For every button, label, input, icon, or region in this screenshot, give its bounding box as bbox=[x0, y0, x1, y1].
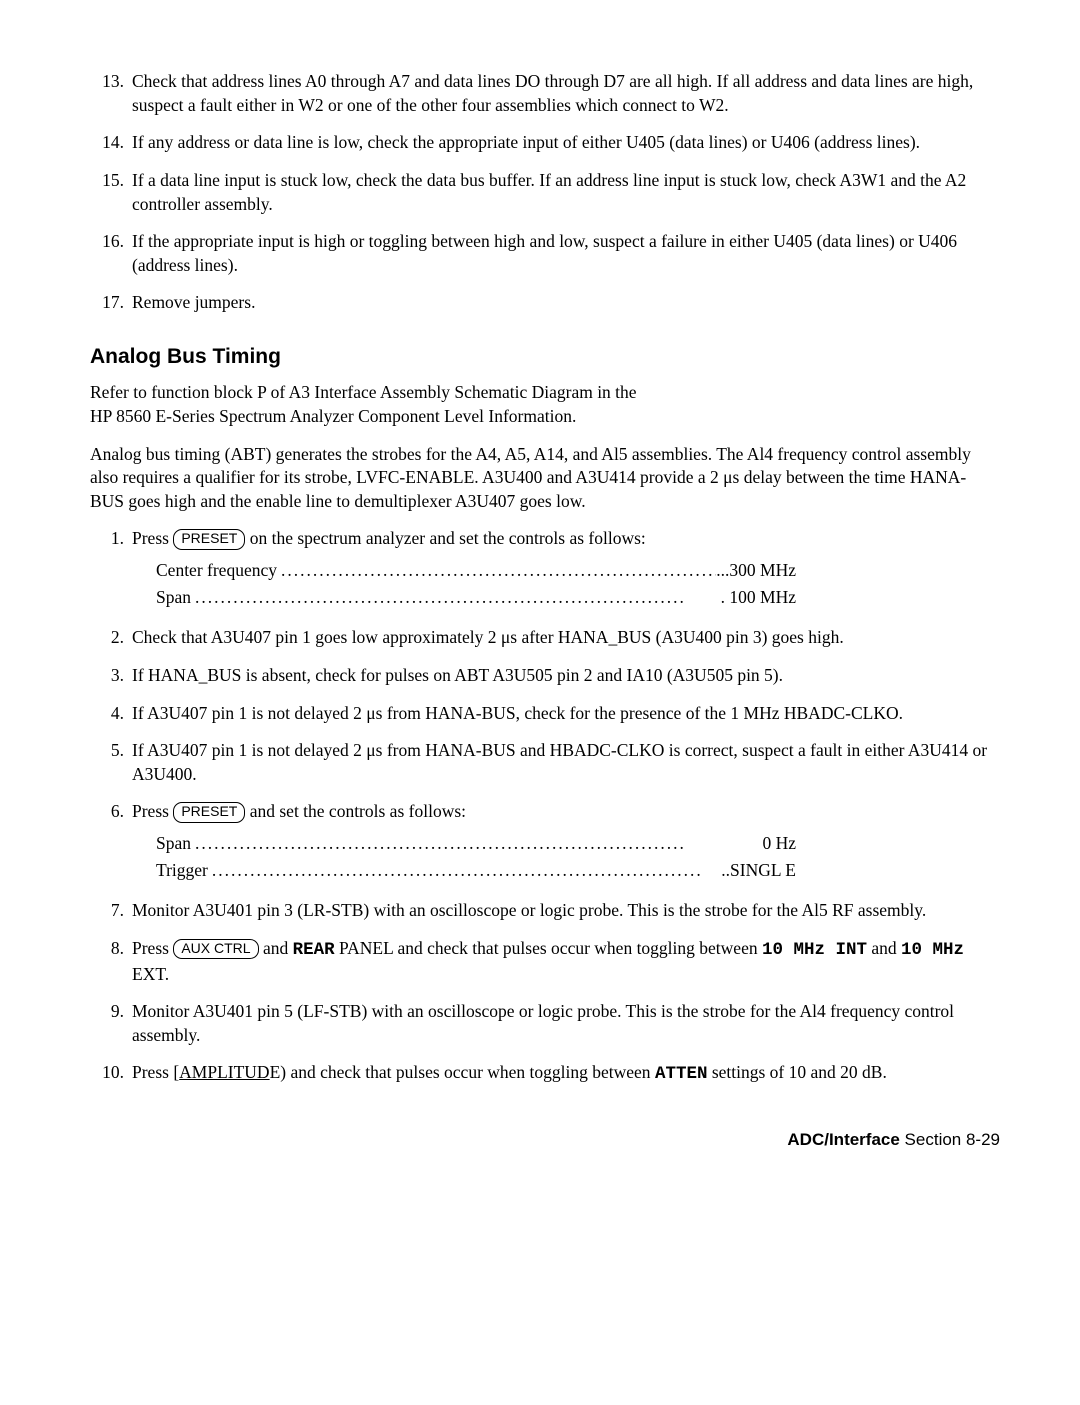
item-body: Press AUX CTRL and REAR PANEL and check … bbox=[132, 937, 1000, 986]
list-item: 3. If HANA_BUS is absent, check for puls… bbox=[90, 664, 1000, 688]
settings-block: Span ...................................… bbox=[132, 832, 1000, 882]
text: Press bbox=[132, 938, 173, 958]
item-text: If the appropriate input is high or togg… bbox=[132, 230, 1000, 277]
item-text: Check that address lines A0 through A7 a… bbox=[132, 70, 1000, 117]
list-item: 16. If the appropriate input is high or … bbox=[90, 230, 1000, 277]
item-number: 10. bbox=[90, 1061, 132, 1087]
item-text: If HANA_BUS is absent, check for pulses … bbox=[132, 664, 1000, 688]
list-item: 9. Monitor A3U401 pin 5 (LF-STB) with an… bbox=[90, 1000, 1000, 1047]
text: PANEL and check that pulses occur when t… bbox=[335, 938, 762, 958]
item-text: Monitor A3U401 pin 3 (LR-STB) with an os… bbox=[132, 899, 1000, 923]
settings-block: Center frequency .......................… bbox=[132, 559, 1000, 609]
item-number: 4. bbox=[90, 702, 132, 726]
list-item: 7. Monitor A3U401 pin 3 (LR-STB) with an… bbox=[90, 899, 1000, 923]
rear-softkey: REAR bbox=[293, 940, 335, 960]
page-footer: ADC/Interface Section 8-29 bbox=[90, 1129, 1000, 1152]
setting-value: . 100 MHz bbox=[721, 586, 796, 610]
paragraph: Analog bus timing (ABT) generates the st… bbox=[90, 443, 1000, 514]
ten-mhz-softkey: 10 MHz bbox=[901, 940, 964, 960]
text-italic: HP 8560 E-Series Spectrum bbox=[90, 406, 290, 426]
item-number: 5. bbox=[90, 739, 132, 786]
setting-row: Center frequency .......................… bbox=[156, 559, 796, 583]
item-number: 1. bbox=[90, 527, 132, 612]
text: and bbox=[259, 938, 293, 958]
list-item: 1. Press PRESET on the spectrum analyzer… bbox=[90, 527, 1000, 612]
text: Press bbox=[132, 528, 173, 548]
list-item: 15. If a data line input is stuck low, c… bbox=[90, 169, 1000, 216]
setting-label: Center frequency bbox=[156, 559, 277, 583]
list-item: 6. Press PRESET and set the controls as … bbox=[90, 800, 1000, 885]
list-item: 10. Press [AMPLITUDE) and check that pul… bbox=[90, 1061, 1000, 1087]
item-body: Press PRESET and set the controls as fol… bbox=[132, 800, 1000, 885]
item-number: 7. bbox=[90, 899, 132, 923]
item-number: 13. bbox=[90, 70, 132, 117]
text: Analyzer Component bbox=[290, 406, 445, 426]
text: Press bbox=[132, 801, 173, 821]
item-number: 16. bbox=[90, 230, 132, 277]
text: EXT. bbox=[132, 964, 169, 984]
setting-value: ...300 MHz bbox=[716, 559, 796, 583]
section-heading: Analog Bus Timing bbox=[90, 343, 1000, 371]
item-number: 17. bbox=[90, 291, 132, 315]
list-item: 8. Press AUX CTRL and REAR PANEL and che… bbox=[90, 937, 1000, 986]
setting-value: 0 Hz bbox=[762, 832, 796, 856]
preset-key: PRESET bbox=[173, 802, 245, 823]
item-text: Check that A3U407 pin 1 goes low approxi… bbox=[132, 626, 1000, 650]
item-text: If any address or data line is low, chec… bbox=[132, 131, 1000, 155]
list-item: 2. Check that A3U407 pin 1 goes low appr… bbox=[90, 626, 1000, 650]
preset-key: PRESET bbox=[173, 529, 245, 550]
setting-label: Trigger bbox=[156, 859, 208, 883]
text-italic: Level Information. bbox=[444, 406, 576, 426]
text: and set the controls as follows: bbox=[245, 801, 466, 821]
item-text: Monitor A3U401 pin 5 (LF-STB) with an os… bbox=[132, 1000, 1000, 1047]
steps-list: 1. Press PRESET on the spectrum analyzer… bbox=[90, 527, 1000, 1087]
atten-softkey: ATTEN bbox=[655, 1064, 708, 1084]
setting-value: ..SINGL E bbox=[721, 859, 796, 883]
text: settings of 10 and 20 dB. bbox=[707, 1062, 886, 1082]
item-body: Press [AMPLITUDE) and check that pulses … bbox=[132, 1061, 1000, 1087]
amplitude-key: AMPLITUD bbox=[179, 1062, 269, 1082]
list-item: 17. Remove jumpers. bbox=[90, 291, 1000, 315]
text: E) and check that pulses occur when togg… bbox=[270, 1062, 655, 1082]
item-number: 8. bbox=[90, 937, 132, 986]
setting-row: Span ...................................… bbox=[156, 586, 796, 610]
top-numbered-list: 13. Check that address lines A0 through … bbox=[90, 70, 1000, 315]
item-number: 3. bbox=[90, 664, 132, 688]
list-item: 14. If any address or data line is low, … bbox=[90, 131, 1000, 155]
item-number: 2. bbox=[90, 626, 132, 650]
text: Press [ bbox=[132, 1062, 179, 1082]
leader-dots: ........................................… bbox=[191, 832, 762, 856]
leader-dots: ........................................… bbox=[277, 559, 716, 583]
list-item: 5. If A3U407 pin 1 is not delayed 2 μs f… bbox=[90, 739, 1000, 786]
item-number: 15. bbox=[90, 169, 132, 216]
leader-dots: ........................................… bbox=[208, 859, 721, 883]
item-text: If A3U407 pin 1 is not delayed 2 μs from… bbox=[132, 702, 1000, 726]
item-number: 6. bbox=[90, 800, 132, 885]
footer-section-bold: ADC/Interface bbox=[787, 1130, 904, 1149]
ten-mhz-int-softkey: 10 MHz INT bbox=[762, 940, 867, 960]
item-number: 9. bbox=[90, 1000, 132, 1047]
text: and bbox=[867, 938, 901, 958]
list-item: 13. Check that address lines A0 through … bbox=[90, 70, 1000, 117]
text: Refer to function block P of A3 Interfac… bbox=[90, 382, 637, 402]
setting-row: Span ...................................… bbox=[156, 832, 796, 856]
item-number: 14. bbox=[90, 131, 132, 155]
aux-ctrl-key: AUX CTRL bbox=[173, 939, 258, 960]
item-text: If A3U407 pin 1 is not delayed 2 μs from… bbox=[132, 739, 1000, 786]
setting-label: Span bbox=[156, 586, 191, 610]
setting-row: Trigger ................................… bbox=[156, 859, 796, 883]
footer-section: Section 8-29 bbox=[905, 1130, 1000, 1149]
list-item: 4. If A3U407 pin 1 is not delayed 2 μs f… bbox=[90, 702, 1000, 726]
item-body: Press PRESET on the spectrum analyzer an… bbox=[132, 527, 1000, 612]
item-text: Remove jumpers. bbox=[132, 291, 1000, 315]
leader-dots: ........................................… bbox=[191, 586, 721, 610]
paragraph: Refer to function block P of A3 Interfac… bbox=[90, 381, 1000, 428]
text: on the spectrum analyzer and set the con… bbox=[245, 528, 645, 548]
item-text: If a data line input is stuck low, check… bbox=[132, 169, 1000, 216]
setting-label: Span bbox=[156, 832, 191, 856]
